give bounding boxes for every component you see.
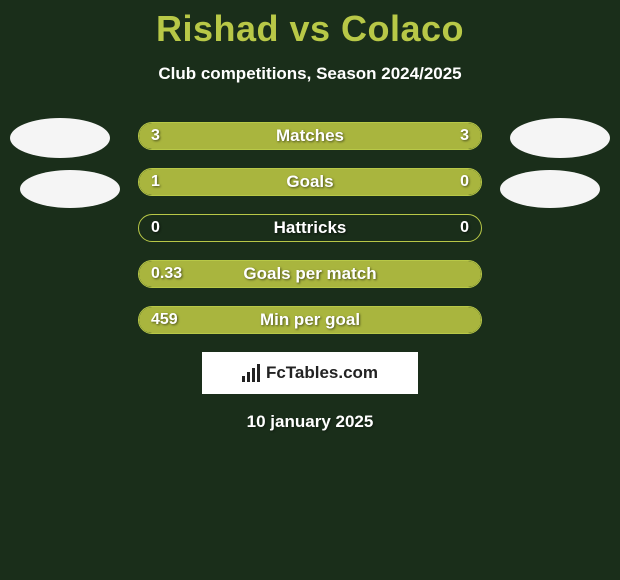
stat-label: Goals per match <box>139 261 481 287</box>
bar-chart-icon <box>242 364 260 382</box>
stat-row: 0 Hattricks 0 <box>138 214 482 242</box>
page-subtitle: Club competitions, Season 2024/2025 <box>0 64 620 84</box>
stat-label: Min per goal <box>139 307 481 333</box>
stat-row: 3 Matches 3 <box>138 122 482 150</box>
snapshot-date: 10 january 2025 <box>0 412 620 432</box>
stat-row: 1 Goals 0 <box>138 168 482 196</box>
comparison-chart: 3 Matches 3 1 Goals 0 0 Hattricks 0 0.33… <box>0 122 620 334</box>
logo-text: FcTables.com <box>266 363 378 383</box>
stat-label: Hattricks <box>139 215 481 241</box>
page-title: Rishad vs Colaco <box>0 0 620 50</box>
stat-label: Goals <box>139 169 481 195</box>
stat-label: Matches <box>139 123 481 149</box>
stat-row: 0.33 Goals per match <box>138 260 482 288</box>
stat-value-right: 0 <box>460 215 469 241</box>
stat-value-right: 0 <box>460 169 469 195</box>
stat-value-right: 3 <box>460 123 469 149</box>
stat-row: 459 Min per goal <box>138 306 482 334</box>
fctables-logo: FcTables.com <box>202 352 418 394</box>
